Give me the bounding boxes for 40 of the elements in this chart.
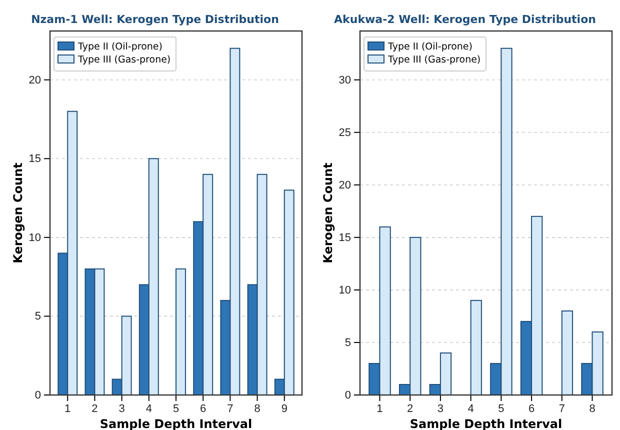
y-tick-label: 5 xyxy=(344,336,351,349)
bar xyxy=(176,268,186,396)
x-tick-label: 7 xyxy=(227,402,234,415)
x-tick-label: 3 xyxy=(437,402,444,415)
x-tick-label: 2 xyxy=(92,402,98,415)
chart-title: Nzam-1 Well: Kerogen Type Distribution xyxy=(31,13,279,26)
y-axis-title: Kerogen Count xyxy=(11,162,25,264)
y-tick-label: 25 xyxy=(338,126,351,139)
y-tick-label: 15 xyxy=(338,232,351,244)
y-tick-label: 10 xyxy=(338,284,351,296)
bar xyxy=(470,300,482,396)
y-tick-label: 30 xyxy=(338,74,351,86)
y-tick-label: 0 xyxy=(34,390,41,402)
x-tick-label: 5 xyxy=(172,402,180,415)
x-tick-label: 7 xyxy=(558,402,565,415)
x-tick-label: 9 xyxy=(281,402,288,415)
legend-label: Type III (Gas-prone) xyxy=(387,54,481,66)
x-tick-label: 3 xyxy=(118,402,125,415)
y-tick-label: 10 xyxy=(28,232,41,244)
legend-label: Type II (Oil-prone) xyxy=(387,42,472,52)
x-tick-label: 4 xyxy=(468,402,474,415)
y-tick-label: 20 xyxy=(338,179,351,192)
legend-label: Type III (Gas-prone) xyxy=(77,54,171,66)
x-tick-label: 1 xyxy=(64,402,71,415)
y-tick-label: 5 xyxy=(34,310,41,323)
x-tick-label: 2 xyxy=(407,402,414,415)
x-tick-label: 8 xyxy=(254,402,260,415)
x-tick-label: 4 xyxy=(146,402,152,415)
y-tick-label: 20 xyxy=(28,74,41,86)
x-tick-label: 1 xyxy=(376,402,383,415)
y-tick-label: 0 xyxy=(344,390,351,402)
x-tick-label: 6 xyxy=(200,402,206,415)
x-tick-label: 6 xyxy=(528,402,535,415)
legend-label: Type II (Oil-prone) xyxy=(77,42,162,52)
bar xyxy=(561,310,574,396)
x-tick-label: 8 xyxy=(589,402,596,415)
y-tick-label: 15 xyxy=(28,153,41,166)
x-tick-label: 5 xyxy=(498,402,504,415)
chart-title: Akukwa-2 Well: Kerogen Type Distribution xyxy=(334,13,596,26)
y-axis-title: Kerogen Count xyxy=(321,162,335,264)
